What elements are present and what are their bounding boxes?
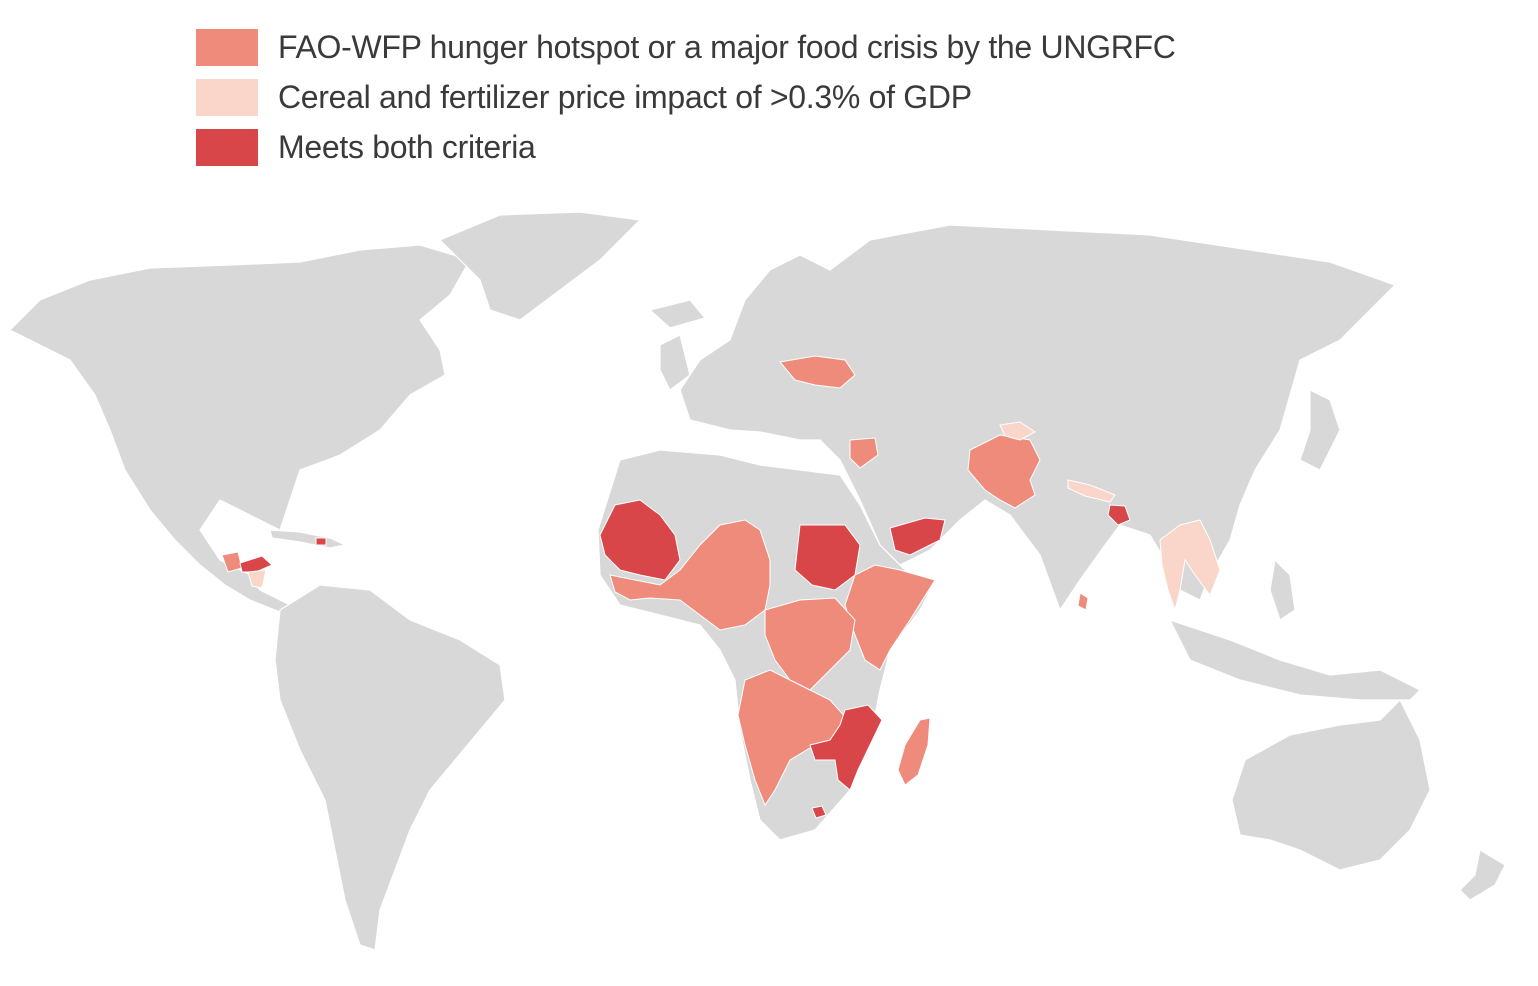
- country-haiti: [315, 537, 327, 546]
- legend-label-price: Cereal and fertilizer price impact of >0…: [278, 78, 972, 115]
- country-nicaragua: [247, 569, 267, 589]
- legend-swatch-both: [196, 128, 258, 166]
- legend-swatch-hotspot: [196, 28, 258, 66]
- uk: [659, 334, 691, 391]
- country-honduras: [239, 555, 273, 573]
- new-zealand: [1459, 849, 1506, 901]
- land-masses: [8, 211, 1506, 951]
- country-mainland-southeast-asia: [1159, 519, 1221, 612]
- country-bangladesh: [1107, 504, 1131, 526]
- north-america: [8, 244, 471, 613]
- country-kashmir: [999, 421, 1036, 441]
- legend-swatch-price: [196, 78, 258, 116]
- country-sri-lanka: [1077, 592, 1089, 611]
- country-nepal: [1067, 479, 1116, 503]
- southeast-asia-islands: [1168, 618, 1422, 701]
- japan: [1299, 389, 1341, 471]
- legend-item-both: Meets both criteria: [196, 122, 1176, 172]
- legend-label-both: Meets both criteria: [278, 128, 536, 165]
- philippines: [1269, 558, 1296, 621]
- country-sudan: [794, 524, 861, 591]
- country-west-sahel-both: [599, 499, 681, 581]
- south-america: [274, 584, 506, 951]
- country-yemen: [889, 517, 946, 556]
- country-west-africa-hotspot: [609, 519, 771, 631]
- country-ukraine: [779, 355, 856, 389]
- country-central-africa: [764, 597, 856, 691]
- country-madagascar: [897, 717, 931, 786]
- highlighted-countries: [221, 355, 1221, 819]
- legend-item-price: Cereal and fertilizer price impact of >0…: [196, 72, 1176, 122]
- country-mozambique-zimbabwe: [809, 704, 883, 791]
- country-syria: [849, 437, 879, 469]
- legend-item-hotspot: FAO-WFP hunger hotspot or a major food c…: [196, 22, 1176, 72]
- country-lesotho: [811, 805, 827, 819]
- world-map: [8, 211, 1506, 951]
- country-southern-africa-hotspot: [737, 669, 849, 807]
- iceland: [648, 299, 707, 329]
- legend-label-hotspot: FAO-WFP hunger hotspot or a major food c…: [278, 28, 1176, 65]
- caribbean: [269, 529, 347, 549]
- greenland: [438, 211, 642, 321]
- legend: FAO-WFP hunger hotspot or a major food c…: [196, 22, 1176, 172]
- australia: [1231, 698, 1431, 871]
